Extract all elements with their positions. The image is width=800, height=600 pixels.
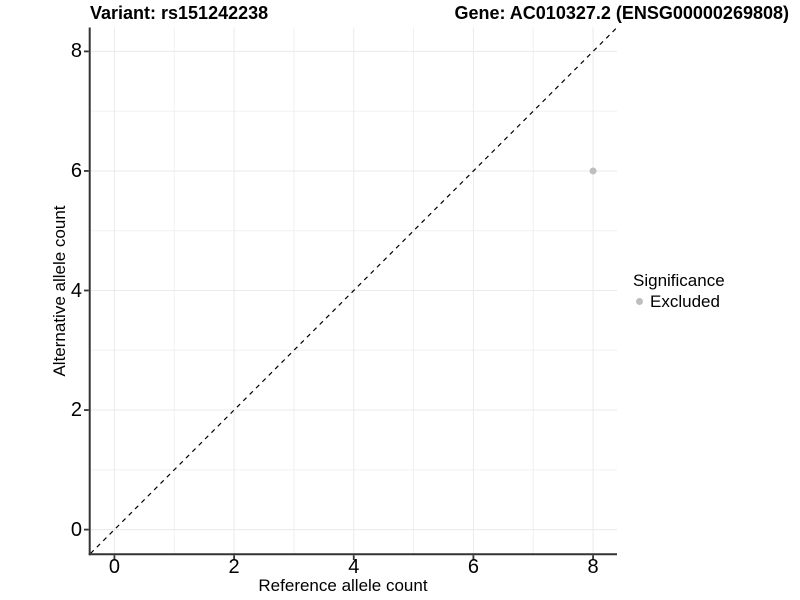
y-tick-label: 4 <box>70 279 82 302</box>
y-tick-label: 2 <box>70 399 82 422</box>
legend: Significance Excluded <box>633 271 725 311</box>
y-tick-label: 6 <box>70 159 82 182</box>
x-tick-label: 4 <box>348 556 360 578</box>
legend-item-excluded: Excluded <box>633 292 725 311</box>
legend-item-label: Excluded <box>650 292 720 311</box>
x-tick-label: 0 <box>108 556 120 578</box>
variant-title: Variant: rs151242238 <box>90 3 269 23</box>
x-tick-label: 6 <box>467 556 479 578</box>
x-tick-label: 2 <box>228 556 240 578</box>
identity-line <box>90 27 618 554</box>
legend-title: Significance <box>633 271 725 290</box>
y-tick-label: 8 <box>70 40 82 63</box>
x-tick-label: 8 <box>587 556 599 578</box>
excluded-swatch-icon <box>636 298 643 305</box>
data-point <box>589 167 597 175</box>
y-tick-label: 0 <box>70 518 82 541</box>
x-axis-label: Reference allele count <box>258 576 428 595</box>
gene-title: Gene: AC010327.2 (ENSG00000269808) <box>454 3 789 23</box>
